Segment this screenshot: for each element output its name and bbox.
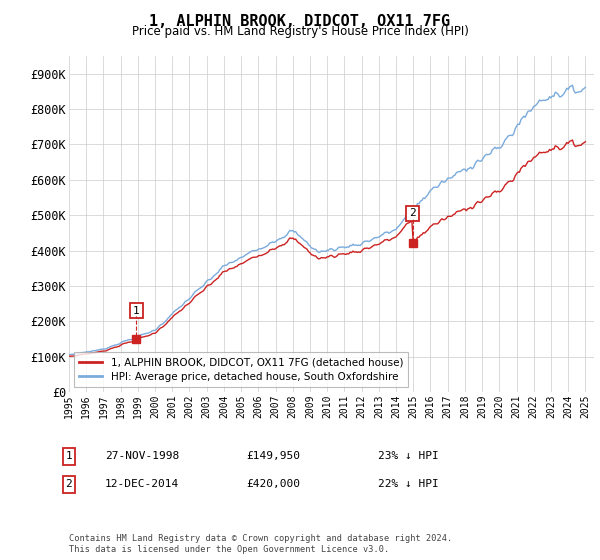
Text: £149,950: £149,950 [246, 451, 300, 461]
Text: 27-NOV-1998: 27-NOV-1998 [105, 451, 179, 461]
Text: £420,000: £420,000 [246, 479, 300, 489]
Text: 1: 1 [65, 451, 73, 461]
Text: 2: 2 [409, 208, 416, 218]
Text: 1: 1 [133, 306, 140, 316]
Legend: 1, ALPHIN BROOK, DIDCOT, OX11 7FG (detached house), HPI: Average price, detached: 1, ALPHIN BROOK, DIDCOT, OX11 7FG (detac… [74, 352, 409, 387]
Text: Contains HM Land Registry data © Crown copyright and database right 2024.
This d: Contains HM Land Registry data © Crown c… [69, 534, 452, 554]
Text: 22% ↓ HPI: 22% ↓ HPI [378, 479, 439, 489]
Text: 23% ↓ HPI: 23% ↓ HPI [378, 451, 439, 461]
Text: Price paid vs. HM Land Registry's House Price Index (HPI): Price paid vs. HM Land Registry's House … [131, 25, 469, 38]
Text: 2: 2 [65, 479, 73, 489]
Text: 1, ALPHIN BROOK, DIDCOT, OX11 7FG: 1, ALPHIN BROOK, DIDCOT, OX11 7FG [149, 14, 451, 29]
Text: 12-DEC-2014: 12-DEC-2014 [105, 479, 179, 489]
